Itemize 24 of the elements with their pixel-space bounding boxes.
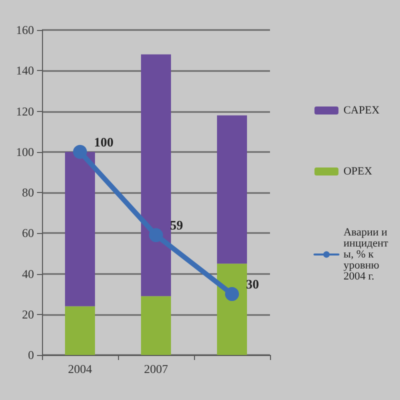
bar xyxy=(65,152,95,306)
point xyxy=(149,228,163,242)
y-tick-label: 60 xyxy=(22,226,34,240)
bar xyxy=(65,306,95,355)
y-tick-label: 80 xyxy=(22,186,34,200)
y-tick-label: 140 xyxy=(16,64,34,78)
legend-label: CAPEX xyxy=(343,104,380,116)
y-tick-label: 0 xyxy=(28,348,34,362)
point xyxy=(73,144,87,159)
legend-label: OPEX xyxy=(343,166,372,178)
bar xyxy=(141,296,171,355)
data-label: 100 xyxy=(94,134,114,150)
y-tick-label: 100 xyxy=(16,144,34,159)
legend-label: Аварии и инциденты, % к уровню 2004 г. xyxy=(343,226,390,282)
y-tick-label: 120 xyxy=(16,104,34,118)
bar xyxy=(217,264,247,355)
bar xyxy=(141,54,171,296)
x-tick-label: 2004 xyxy=(68,362,92,376)
x-tick-label: 2007 xyxy=(144,362,168,376)
y-tick-label: 160 xyxy=(16,23,34,37)
point xyxy=(225,287,239,302)
y-tick-label: 40 xyxy=(22,266,34,281)
bar xyxy=(217,115,247,264)
y-tick-label: 20 xyxy=(22,307,34,322)
